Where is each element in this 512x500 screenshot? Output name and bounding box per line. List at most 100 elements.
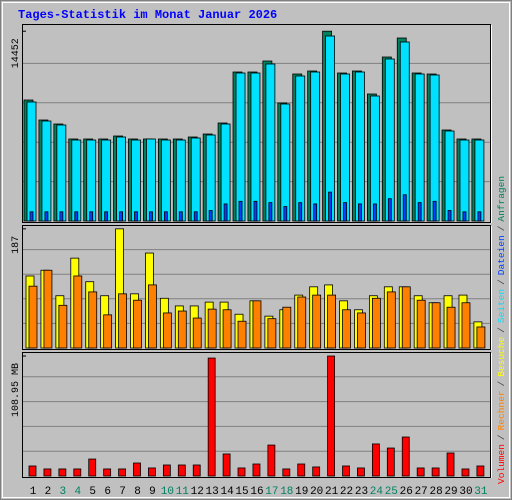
bar bbox=[88, 291, 98, 349]
bar bbox=[116, 136, 126, 222]
bar bbox=[237, 320, 247, 349]
bar bbox=[26, 101, 37, 222]
bar bbox=[118, 468, 126, 477]
bar bbox=[387, 198, 392, 222]
bar bbox=[399, 41, 410, 222]
bar bbox=[283, 206, 288, 222]
x-tick-label: 21 bbox=[325, 486, 339, 498]
bar bbox=[177, 310, 187, 349]
x-tick-label: 30 bbox=[459, 486, 472, 498]
bar bbox=[101, 139, 112, 222]
y-tick-label: 14452 bbox=[11, 38, 22, 68]
legend-separator: / bbox=[496, 434, 507, 440]
bar bbox=[71, 139, 82, 222]
bar bbox=[401, 436, 410, 477]
bar bbox=[192, 464, 201, 477]
bar bbox=[28, 285, 38, 349]
bar bbox=[73, 468, 82, 477]
bar bbox=[103, 468, 112, 477]
legend-separator: / bbox=[496, 327, 507, 333]
x-tick-label: 11 bbox=[176, 486, 190, 498]
bar bbox=[384, 58, 395, 222]
bar bbox=[28, 465, 37, 477]
bar bbox=[119, 211, 123, 222]
panel bbox=[22, 352, 491, 478]
bar bbox=[416, 467, 425, 477]
bar bbox=[312, 294, 322, 349]
bar bbox=[162, 312, 172, 349]
bar bbox=[162, 464, 171, 477]
x-tick-label: 23 bbox=[355, 486, 368, 498]
bar bbox=[447, 210, 452, 222]
bar bbox=[148, 467, 156, 477]
x-tick-label: 4 bbox=[74, 486, 81, 498]
bar bbox=[416, 299, 426, 349]
bar bbox=[118, 293, 127, 349]
bar bbox=[250, 72, 261, 222]
legend-entry: Seiten bbox=[496, 289, 507, 323]
bar bbox=[103, 314, 113, 349]
bar bbox=[477, 211, 482, 222]
bar bbox=[429, 74, 440, 222]
bar bbox=[88, 458, 97, 477]
bar bbox=[131, 139, 141, 222]
bar bbox=[192, 317, 202, 349]
bar bbox=[476, 465, 485, 477]
bar bbox=[476, 326, 486, 349]
bar bbox=[474, 139, 485, 222]
bar bbox=[163, 211, 168, 222]
y-tick-label: 187 bbox=[11, 236, 22, 254]
bar bbox=[190, 137, 201, 222]
bar bbox=[208, 210, 213, 222]
bar bbox=[371, 297, 381, 349]
bar bbox=[43, 468, 52, 477]
bar bbox=[280, 103, 291, 222]
x-tick-label: 27 bbox=[415, 486, 428, 498]
bar bbox=[58, 468, 67, 477]
bar bbox=[446, 452, 455, 477]
bar bbox=[328, 191, 333, 222]
bar bbox=[89, 211, 94, 222]
x-tick-label: 22 bbox=[340, 486, 353, 498]
bar bbox=[178, 211, 183, 222]
bar bbox=[267, 318, 277, 349]
bar bbox=[282, 468, 291, 477]
bar bbox=[59, 211, 64, 222]
bar bbox=[252, 463, 261, 477]
bar bbox=[462, 211, 467, 222]
bar bbox=[146, 138, 156, 222]
bar bbox=[207, 357, 216, 477]
bar bbox=[265, 63, 276, 222]
bar bbox=[417, 202, 422, 222]
bar bbox=[222, 453, 231, 477]
legend-entry: Rechner bbox=[496, 390, 507, 430]
bar bbox=[297, 296, 307, 349]
legend-separator: / bbox=[496, 380, 507, 386]
x-tick-label: 1 bbox=[30, 486, 37, 498]
bar bbox=[401, 286, 411, 349]
bar bbox=[444, 130, 455, 222]
bar bbox=[104, 211, 109, 222]
bar bbox=[340, 73, 350, 222]
bar bbox=[133, 462, 141, 477]
bar bbox=[386, 447, 395, 477]
bar bbox=[43, 269, 53, 349]
bar bbox=[402, 194, 407, 222]
bar bbox=[313, 203, 318, 222]
bar bbox=[222, 309, 232, 349]
bar bbox=[29, 211, 34, 222]
bar bbox=[369, 95, 380, 222]
x-tick-label: 20 bbox=[310, 486, 323, 498]
bar bbox=[372, 203, 377, 222]
bar bbox=[238, 200, 243, 222]
bar bbox=[193, 211, 198, 222]
x-tick-label: 3 bbox=[60, 486, 67, 498]
bar bbox=[298, 202, 303, 222]
bar bbox=[461, 302, 471, 349]
bar bbox=[73, 275, 83, 349]
bar bbox=[358, 203, 362, 222]
x-tick-label: 31 bbox=[474, 486, 488, 498]
bar bbox=[312, 466, 321, 477]
bar bbox=[355, 71, 365, 222]
